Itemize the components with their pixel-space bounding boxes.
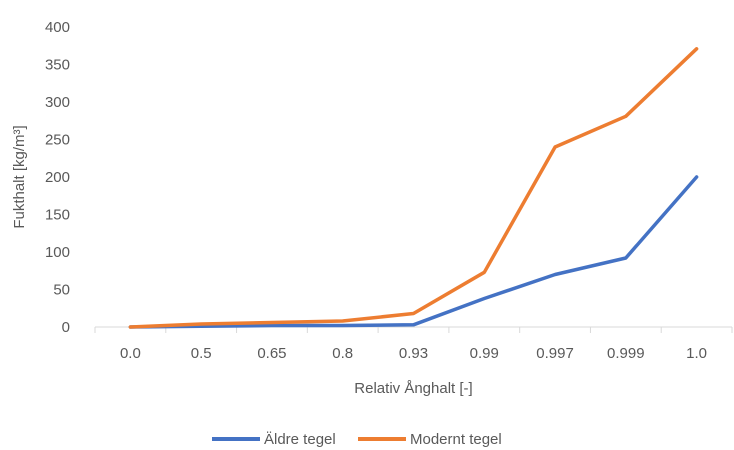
series-lines: [128, 47, 699, 329]
y-tick-label: 200: [45, 169, 70, 186]
x-tick-label: 0.93: [399, 345, 428, 362]
legend-label: Äldre tegel: [264, 431, 336, 448]
x-tick-label: 0.99: [470, 345, 499, 362]
y-tick-label: 0: [62, 319, 70, 336]
y-tick-label: 150: [45, 207, 70, 224]
x-tick-label: 0.997: [536, 345, 574, 362]
y-tick-label: 50: [53, 282, 70, 299]
x-axis-title: Relativ Ånghalt [-]: [354, 380, 472, 397]
legend-label: Modernt tegel: [410, 431, 502, 448]
series-line: [128, 47, 699, 329]
x-tick-label: 1.0: [686, 345, 707, 362]
y-tick-label: 300: [45, 94, 70, 111]
y-axis-title: Fukthalt [kg/m³]: [11, 125, 28, 228]
series-line: [128, 175, 699, 329]
legend: Äldre tegel Modernt tegel: [212, 431, 502, 448]
x-tick-label: 0.65: [257, 345, 286, 362]
y-tick-label: 100: [45, 244, 70, 261]
y-tick-label: 250: [45, 132, 70, 149]
x-tick-label: 0.0: [120, 345, 141, 362]
y-tick-label: 400: [45, 19, 70, 36]
x-tick-label: 0.8: [332, 345, 353, 362]
y-axis-ticks: 0 50 100 150 200 250 300 350 400: [45, 19, 70, 336]
x-tick-label: 0.5: [191, 345, 212, 362]
x-axis-ticks: 0.0 0.5 0.65 0.8 0.93 0.99 0.997 0.999 1.0: [94, 327, 733, 362]
y-tick-label: 350: [45, 57, 70, 74]
x-tick-label: 0.999: [607, 345, 645, 362]
